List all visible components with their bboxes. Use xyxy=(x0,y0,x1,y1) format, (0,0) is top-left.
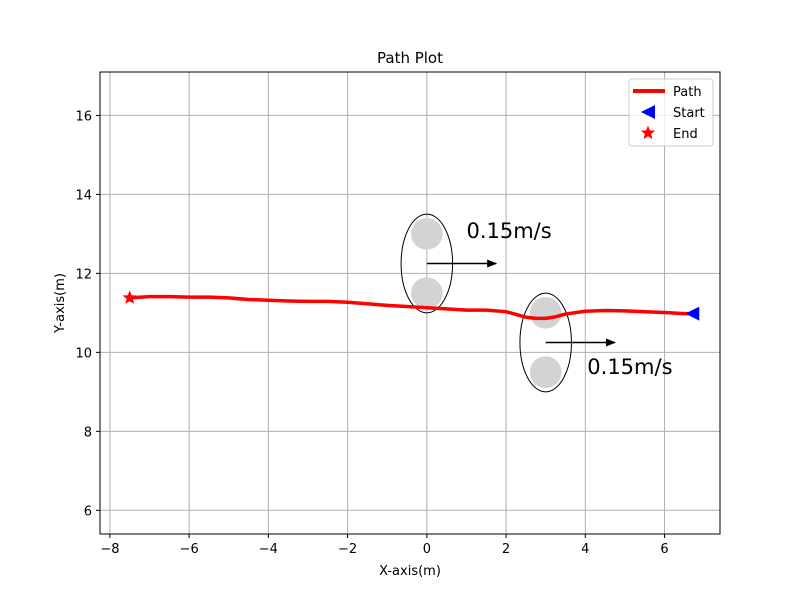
y-tick-label: 14 xyxy=(75,188,92,203)
y-tick-label: 10 xyxy=(75,346,92,361)
legend: Path Start End xyxy=(628,78,714,147)
obstacle-circle xyxy=(410,277,443,309)
x-axis-label: X-axis(m) xyxy=(379,564,441,579)
legend-start-label: Start xyxy=(673,106,705,121)
velocity-label: 0.15m/s xyxy=(587,355,672,379)
obstacle-circle xyxy=(529,356,562,388)
legend-path-label: Path xyxy=(673,85,702,100)
y-tick-label: 12 xyxy=(75,267,92,282)
obstacle-layer: 0.15m/s 0.15m/s xyxy=(400,213,673,393)
plot-area-frame xyxy=(99,71,721,535)
legend-end-star-icon xyxy=(640,125,656,140)
y-axis-label: Y-axis(m) xyxy=(53,273,68,334)
x-tick-label: 4 xyxy=(581,542,589,557)
tick-layer: −8 −6 −4 −2 0 2 4 6 6 8 10 12 14 16 xyxy=(75,109,668,557)
y-tick-label: 8 xyxy=(84,425,92,440)
grid-layer xyxy=(100,72,720,534)
x-tick-label: 6 xyxy=(660,542,668,557)
x-tick-label: −6 xyxy=(180,542,199,557)
y-tick-label: 16 xyxy=(75,109,92,124)
marker-layer xyxy=(122,290,700,321)
path-layer xyxy=(127,294,695,321)
y-tick-label: 6 xyxy=(84,504,92,519)
x-tick-label: −8 xyxy=(100,542,119,557)
obstacle-circle xyxy=(529,297,562,329)
velocity-label: 0.15m/s xyxy=(466,219,551,243)
start-marker xyxy=(685,306,700,321)
x-tick-label: 0 xyxy=(423,542,431,557)
x-tick-label: −4 xyxy=(259,542,278,557)
legend-box xyxy=(628,78,714,147)
x-tick-label: −2 xyxy=(338,542,357,557)
legend-start-triangle-icon xyxy=(641,105,655,119)
path-series-line xyxy=(127,294,695,321)
end-marker xyxy=(122,290,137,304)
legend-end-label: End xyxy=(673,127,698,142)
obstacle-circle xyxy=(410,218,443,250)
x-tick-label: 2 xyxy=(502,542,510,557)
chart-title: Path Plot xyxy=(377,49,443,67)
